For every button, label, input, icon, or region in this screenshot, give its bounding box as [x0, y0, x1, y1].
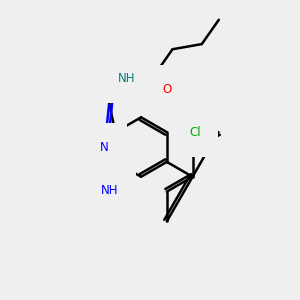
Text: O: O	[162, 83, 171, 96]
Text: NH: NH	[118, 72, 135, 85]
Text: N: N	[100, 140, 109, 154]
Text: Cl: Cl	[189, 126, 201, 139]
Text: NH: NH	[100, 184, 118, 197]
